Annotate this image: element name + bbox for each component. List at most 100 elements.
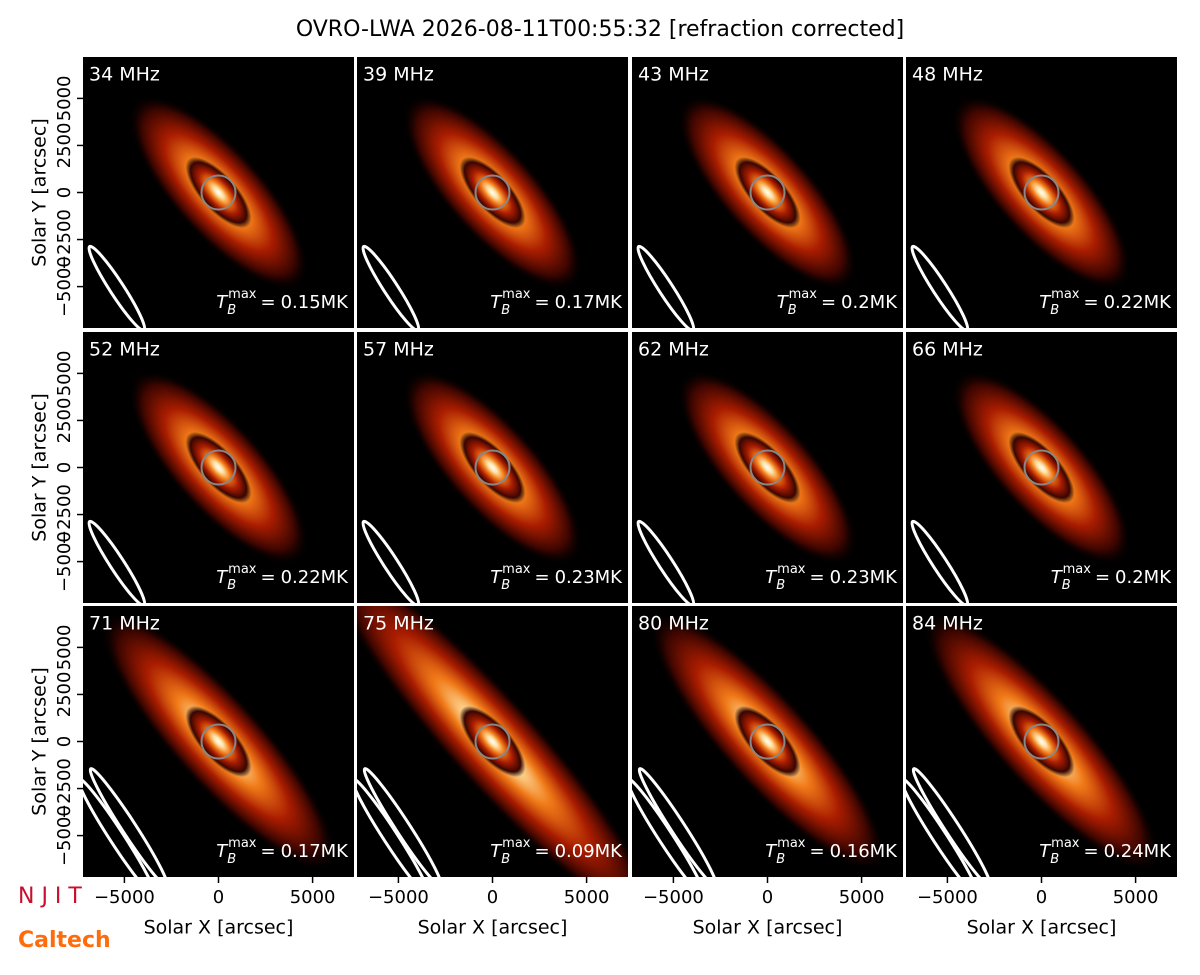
y-axis-label: Solar Y [arcsec]: [29, 667, 51, 815]
tmax-value: 0.2MK: [1115, 567, 1172, 588]
tmax-eq: =: [821, 292, 836, 313]
y-axis-label: Solar Y [arcsec]: [29, 118, 51, 266]
x-tick-label: 5000: [839, 887, 885, 908]
panel: [357, 57, 628, 328]
beam: [361, 244, 421, 328]
tmax-sub: B: [227, 578, 236, 593]
beam: [361, 519, 421, 603]
tmax-value: 0.23MK: [830, 567, 899, 588]
y-tick-label: 0: [54, 187, 75, 198]
radio-core: [1008, 156, 1075, 229]
tmax-sub: B: [227, 303, 236, 318]
frequency-label: 66 MHz: [912, 339, 983, 361]
panel: [906, 606, 1177, 877]
y-tick-label: −5000: [54, 531, 75, 592]
tmax-sup: max: [1051, 836, 1080, 851]
tmax-eq: =: [534, 292, 549, 313]
beam: [636, 244, 696, 328]
tmax-symbol: T: [490, 292, 503, 313]
frequency-label: 80 MHz: [638, 613, 709, 635]
y-tick-label: −2500: [54, 209, 75, 270]
tmax-label: TBmax = 0.23MK: [765, 562, 898, 593]
tmax-symbol: T: [490, 841, 503, 862]
tmax-sub: B: [788, 303, 797, 318]
beam: [357, 777, 431, 877]
y-tick-label: 5000: [54, 75, 75, 121]
x-tick-label: 5000: [564, 887, 610, 908]
tmax-eq: =: [260, 841, 275, 862]
tmax-eq: =: [1083, 292, 1098, 313]
beam: [636, 519, 696, 603]
radio-core: [459, 431, 526, 504]
panel: [83, 332, 354, 603]
panel: [632, 606, 903, 877]
radio-core: [459, 156, 526, 229]
tmax-label: TBmax = 0.22MK: [216, 562, 349, 593]
tmax-sup: max: [777, 836, 806, 851]
beam: [632, 777, 706, 877]
beam: [362, 767, 443, 877]
panel: [83, 57, 354, 328]
tmax-eq: =: [260, 567, 275, 588]
y-tick-label: 5000: [54, 624, 75, 670]
tmax-sup: max: [228, 562, 257, 577]
tmax-value: 0.22MK: [281, 567, 350, 588]
tmax-symbol: T: [490, 567, 503, 588]
beam: [83, 777, 157, 877]
tmax-value: 0.15MK: [281, 292, 350, 313]
beam: [910, 519, 970, 603]
x-tick-label: 0: [213, 887, 224, 908]
x-tick-label: −5000: [917, 887, 978, 908]
radio-core: [459, 705, 526, 778]
frequency-label: 52 MHz: [89, 339, 160, 361]
x-tick-label: −5000: [643, 887, 704, 908]
beam: [88, 767, 169, 877]
solar-disk: [1023, 174, 1060, 211]
tmax-sup: max: [228, 287, 257, 302]
x-axis-label: Solar X [arcsec]: [693, 917, 843, 939]
panel: [906, 332, 1177, 603]
beam: [910, 244, 970, 328]
x-tick-label: 5000: [1113, 887, 1159, 908]
tmax-sub: B: [1062, 578, 1071, 593]
frequency-label: 62 MHz: [638, 339, 709, 361]
radio-core: [185, 705, 252, 778]
tmax-eq: =: [1083, 841, 1098, 862]
x-tick-label: −5000: [368, 887, 429, 908]
tmax-label: TBmax = 0.17MK: [216, 836, 349, 867]
tmax-symbol: T: [216, 292, 229, 313]
tmax-eq: =: [1095, 567, 1110, 588]
tmax-label: TBmax = 0.17MK: [490, 287, 623, 318]
tmax-sup: max: [777, 562, 806, 577]
tmax-eq: =: [809, 567, 824, 588]
y-tick-label: −2500: [54, 484, 75, 545]
tmax-value: 0.2MK: [841, 292, 898, 313]
x-axis-label: Solar X [arcsec]: [418, 917, 568, 939]
frequency-label: 71 MHz: [89, 613, 160, 635]
beam: [906, 777, 980, 877]
tmax-symbol: T: [765, 567, 778, 588]
radio-core: [734, 705, 801, 778]
solar-disk: [200, 449, 237, 486]
tmax-sup: max: [502, 836, 531, 851]
solar-disk: [474, 449, 511, 486]
tmax-sub: B: [1050, 303, 1059, 318]
tmax-label: TBmax = 0.16MK: [765, 836, 898, 867]
tmax-symbol: T: [765, 841, 778, 862]
radio-core: [1008, 431, 1075, 504]
tmax-symbol: T: [216, 841, 229, 862]
solar-disk: [200, 723, 237, 760]
tmax-sup: max: [789, 287, 818, 302]
logo-caltech: Caltech: [18, 928, 111, 953]
tmax-label: TBmax = 0.2MK: [777, 287, 899, 318]
solar-disk: [200, 174, 237, 211]
tmax-sub: B: [227, 852, 236, 867]
panel: [83, 606, 354, 877]
tmax-sub: B: [776, 852, 785, 867]
panel: [357, 332, 628, 603]
y-tick-label: 2500: [54, 672, 75, 718]
radio-core: [1008, 705, 1075, 778]
frequency-label: 43 MHz: [638, 64, 709, 86]
y-axis-label: Solar Y [arcsec]: [29, 393, 51, 541]
